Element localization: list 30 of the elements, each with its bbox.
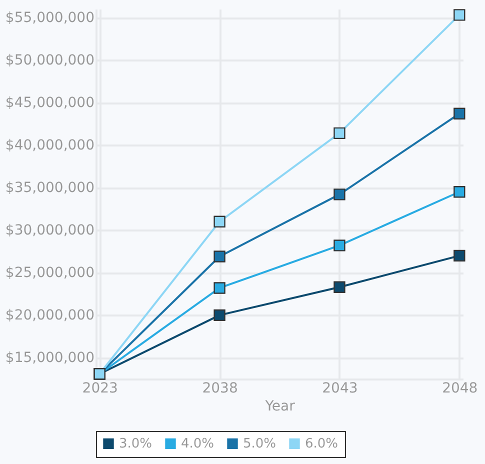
point <box>214 309 226 322</box>
y-tick-label: $15,000,000 <box>5 350 94 366</box>
x-tick-label: 2038 <box>202 380 238 396</box>
y-tick-label: $20,000,000 <box>5 308 94 324</box>
legend-label: 6.0% <box>305 436 338 452</box>
point <box>214 282 226 294</box>
y-tick-label: $30,000,000 <box>5 222 94 239</box>
x-tick-label: 2023 <box>82 380 118 396</box>
legend-label: 4.0% <box>181 436 214 452</box>
y-tick-label: $25,000,000 <box>5 265 94 282</box>
x-tick-label: 2048 <box>442 380 478 396</box>
point <box>454 9 466 21</box>
point <box>214 216 226 228</box>
point <box>334 240 346 252</box>
x-tick-label: 2043 <box>322 380 358 396</box>
x-axis-title: Year <box>264 398 296 414</box>
point <box>454 250 466 262</box>
y-tick-label: $45,000,000 <box>5 95 94 112</box>
legend-label: 3.0% <box>119 436 152 452</box>
point <box>214 250 226 262</box>
point <box>334 127 346 140</box>
legend-label: 5.0% <box>243 436 276 452</box>
point <box>454 108 466 120</box>
point <box>454 186 466 198</box>
point <box>334 281 346 293</box>
y-tick-label: $35,000,000 <box>5 180 94 196</box>
y-tick-label: $40,000,000 <box>5 138 94 154</box>
y-tick-label: $55,000,000 <box>5 10 94 26</box>
point <box>334 188 346 200</box>
y-tick-label: $50,000,000 <box>5 52 94 69</box>
